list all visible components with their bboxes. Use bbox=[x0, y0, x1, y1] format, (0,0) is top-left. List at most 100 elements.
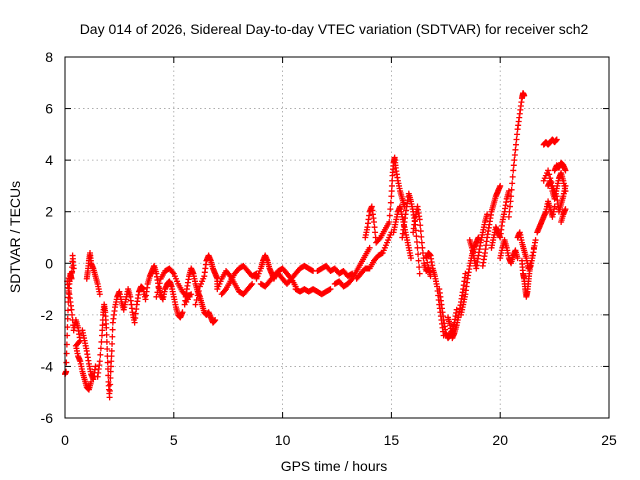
data-point bbox=[418, 239, 425, 246]
data-point bbox=[104, 346, 111, 353]
plot-frame bbox=[64, 56, 610, 419]
data-point bbox=[547, 175, 554, 182]
data-point bbox=[511, 151, 518, 158]
data-point bbox=[545, 167, 552, 174]
data-point bbox=[108, 347, 115, 354]
x-axis-label: GPS time / hours bbox=[281, 458, 388, 474]
data-point bbox=[407, 255, 414, 262]
data-point bbox=[530, 244, 537, 251]
data-point bbox=[64, 315, 71, 322]
data-point bbox=[212, 317, 219, 324]
data-point bbox=[506, 203, 513, 210]
data-point bbox=[386, 212, 393, 219]
axis-ticks bbox=[64, 56, 610, 419]
data-point bbox=[99, 327, 106, 334]
data-point bbox=[372, 229, 379, 236]
data-point bbox=[153, 293, 160, 300]
data-point bbox=[67, 271, 74, 278]
data-point bbox=[155, 284, 162, 291]
data-point bbox=[387, 206, 394, 213]
data-point bbox=[69, 268, 76, 275]
x-tick-label-1: 5 bbox=[170, 432, 178, 448]
data-point bbox=[169, 269, 176, 276]
data-point bbox=[513, 136, 520, 143]
y-axis-label: SDTVAR / TECUs bbox=[7, 181, 23, 293]
data-point bbox=[106, 394, 113, 401]
data-point bbox=[497, 182, 504, 189]
data-point bbox=[195, 288, 202, 295]
data-point bbox=[551, 203, 558, 210]
grid-lines bbox=[65, 57, 609, 418]
data-point bbox=[109, 340, 116, 347]
data-point bbox=[99, 322, 106, 329]
data-point bbox=[68, 306, 75, 313]
data-point bbox=[510, 162, 517, 169]
data-point bbox=[548, 179, 555, 186]
data-point bbox=[108, 358, 115, 365]
data-point bbox=[388, 182, 395, 189]
data-point bbox=[221, 287, 228, 294]
x-tick-label-3: 15 bbox=[384, 432, 400, 448]
data-point bbox=[366, 244, 373, 251]
data-point bbox=[154, 289, 161, 296]
data-point bbox=[96, 358, 103, 365]
data-point bbox=[505, 213, 512, 220]
data-series-sdtvar bbox=[62, 90, 569, 401]
data-point bbox=[417, 228, 424, 235]
data-point bbox=[512, 146, 519, 153]
data-point bbox=[107, 363, 114, 370]
data-point bbox=[371, 224, 378, 231]
data-point bbox=[194, 292, 201, 299]
data-point bbox=[562, 182, 569, 189]
data-point bbox=[511, 157, 518, 164]
data-point bbox=[389, 177, 396, 184]
data-point bbox=[529, 252, 536, 259]
data-point bbox=[510, 167, 517, 174]
data-point bbox=[415, 251, 422, 258]
data-point bbox=[425, 264, 432, 271]
y-tick-label-1: -4 bbox=[41, 358, 54, 374]
data-point bbox=[103, 331, 110, 338]
data-point bbox=[514, 255, 521, 262]
data-point bbox=[562, 167, 569, 174]
y-tick-label-7: 8 bbox=[45, 49, 53, 65]
data-point bbox=[327, 286, 334, 293]
y-tick-label-5: 4 bbox=[45, 152, 53, 168]
data-point bbox=[92, 363, 99, 370]
data-point bbox=[179, 309, 186, 316]
data-point bbox=[387, 199, 394, 206]
y-tick-label-4: 2 bbox=[45, 204, 53, 220]
data-point bbox=[103, 338, 110, 345]
data-point bbox=[417, 222, 424, 229]
y-tick-label-2: -2 bbox=[41, 307, 54, 323]
data-point bbox=[70, 265, 77, 272]
data-point bbox=[107, 368, 114, 375]
x-tick-label-5: 25 bbox=[601, 432, 617, 448]
data-point bbox=[562, 206, 569, 213]
data-point bbox=[104, 359, 111, 366]
data-point bbox=[96, 291, 103, 298]
data-point bbox=[388, 193, 395, 200]
data-point bbox=[505, 188, 512, 195]
data-point bbox=[103, 324, 110, 331]
data-point bbox=[370, 219, 377, 226]
data-point bbox=[106, 387, 113, 394]
data-point bbox=[192, 301, 199, 308]
data-point bbox=[509, 173, 516, 180]
data-point bbox=[532, 237, 539, 244]
data-point bbox=[109, 326, 116, 333]
y-tick-labels: -6 -4 -2 0 2 4 6 8 bbox=[41, 49, 54, 426]
data-point bbox=[249, 280, 256, 287]
x-tick-label-4: 20 bbox=[492, 432, 508, 448]
data-point bbox=[386, 219, 393, 226]
data-point bbox=[521, 92, 528, 99]
data-point bbox=[65, 275, 72, 282]
data-point bbox=[418, 233, 425, 240]
data-point bbox=[415, 257, 422, 264]
x-tick-label-2: 10 bbox=[275, 432, 291, 448]
x-tick-labels: 0 5 10 15 20 25 bbox=[61, 432, 617, 448]
data-point bbox=[156, 280, 163, 287]
data-point bbox=[98, 338, 105, 345]
y-tick-label-6: 6 bbox=[45, 101, 53, 117]
